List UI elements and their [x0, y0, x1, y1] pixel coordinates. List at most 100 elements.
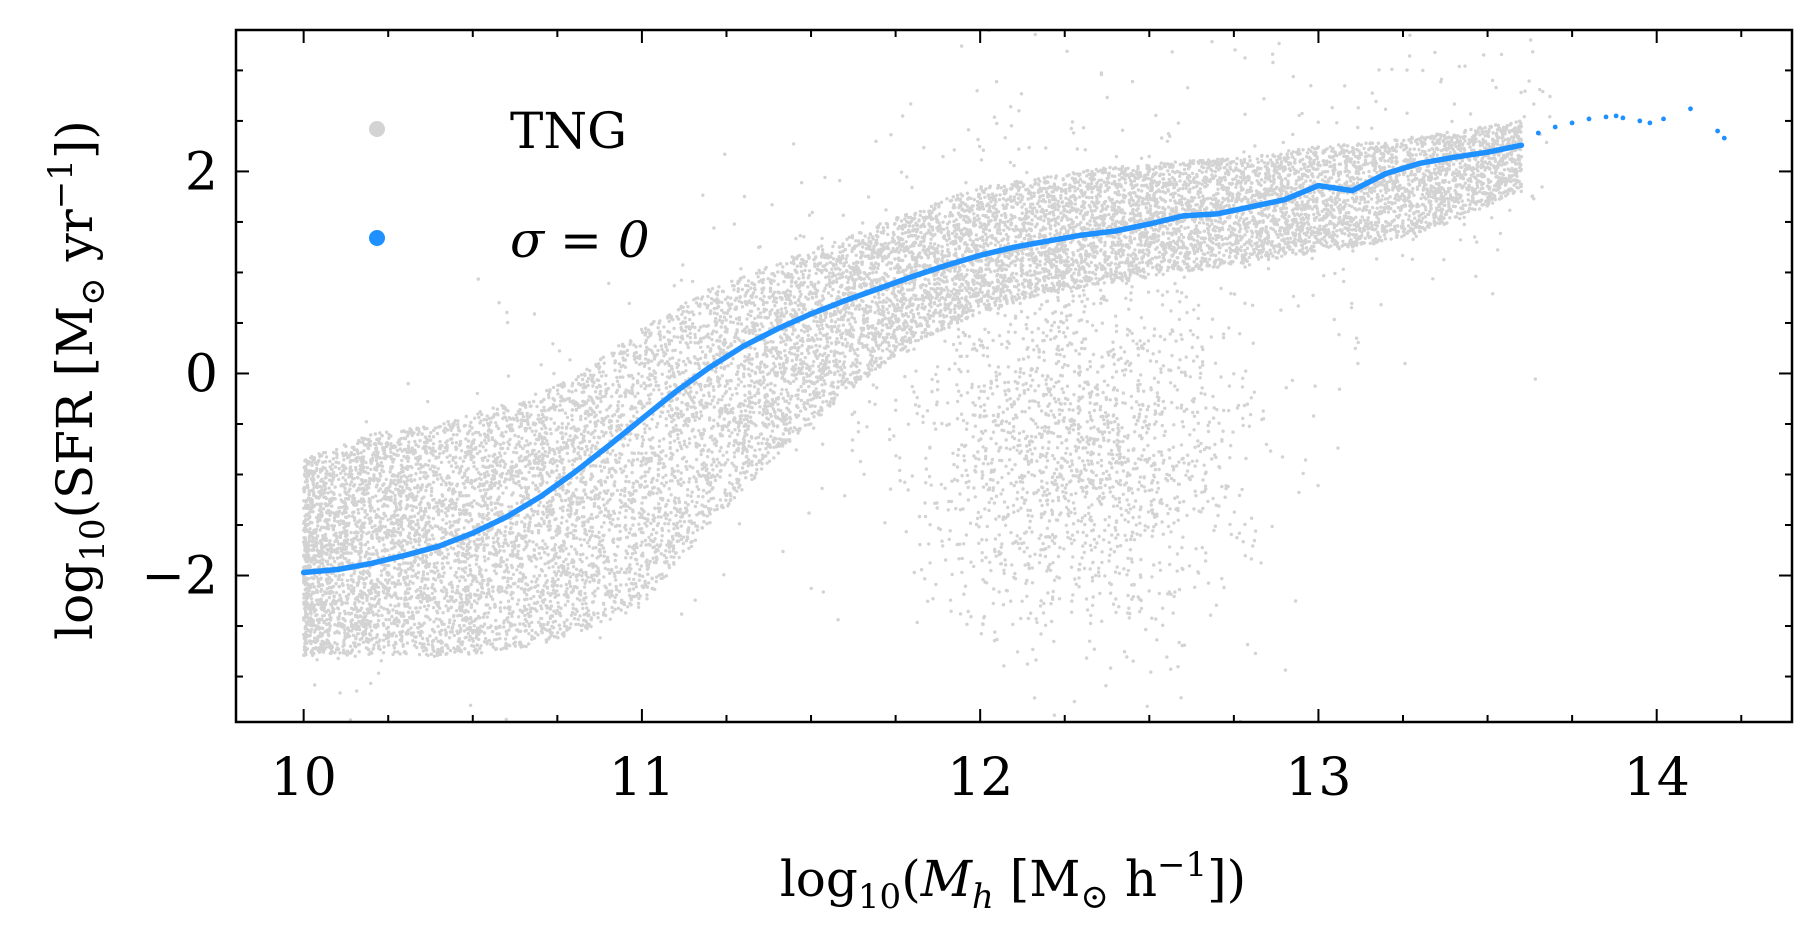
tng-point — [828, 336, 832, 340]
tng-point — [977, 311, 982, 315]
tng-point — [817, 327, 822, 332]
tng-point — [564, 582, 569, 587]
tng-point — [686, 503, 690, 507]
tng-point — [756, 441, 760, 446]
tng-point — [481, 423, 486, 427]
tng-point — [672, 561, 676, 565]
tng-point — [748, 309, 753, 313]
tng-point — [417, 539, 421, 544]
tng-point — [841, 323, 846, 327]
tng-point — [829, 294, 834, 298]
tng-point — [578, 537, 582, 541]
tng-point — [824, 275, 828, 280]
tng-point — [712, 418, 716, 422]
tng-point — [369, 509, 373, 513]
tng-point — [739, 471, 743, 475]
tng-point — [780, 387, 784, 392]
tng-point — [931, 228, 935, 232]
tng-point — [712, 395, 716, 399]
tng-point — [719, 325, 723, 329]
tng-point — [1288, 245, 1292, 249]
tng-point — [803, 355, 807, 360]
tng-point — [803, 268, 807, 273]
tng-point — [680, 334, 684, 338]
tng-point — [617, 344, 621, 348]
tng-point — [444, 521, 449, 526]
tng-point — [321, 460, 325, 464]
tng-point — [826, 256, 830, 260]
tng-point — [1519, 189, 1524, 194]
tng-point — [653, 344, 657, 348]
tng-point — [728, 320, 733, 324]
tng-point — [874, 356, 878, 361]
tng-point — [939, 200, 944, 204]
tng-point — [1056, 199, 1060, 204]
tng-point — [1427, 212, 1431, 217]
tng-point — [717, 461, 721, 465]
tng-point — [801, 275, 805, 280]
tng-point — [953, 310, 957, 315]
tng-point — [425, 572, 430, 576]
tng-point — [1352, 223, 1356, 227]
tng-point — [371, 545, 375, 550]
tng-point — [391, 490, 395, 495]
tng-point — [377, 539, 381, 543]
tng-point — [962, 218, 966, 222]
tng-point — [1501, 191, 1505, 195]
tng-point — [688, 317, 692, 322]
tng-point — [955, 193, 960, 198]
tng-point — [372, 643, 376, 647]
tng-point — [850, 277, 855, 281]
tng-point — [616, 403, 620, 408]
tng-point — [391, 474, 395, 478]
tng-point — [445, 428, 450, 432]
tng-point — [734, 317, 739, 321]
tng-point — [1407, 182, 1411, 186]
tng-point — [914, 294, 918, 298]
tng-point — [430, 486, 434, 490]
tng-point — [646, 512, 651, 516]
tng-point — [703, 443, 707, 448]
tng-point — [364, 576, 369, 580]
tng-point — [1291, 165, 1295, 169]
tng-point — [1477, 190, 1482, 194]
tng-point — [565, 451, 570, 456]
tng-point — [1354, 228, 1358, 233]
tng-point — [686, 488, 690, 492]
tng-point — [719, 365, 723, 370]
tng-point — [512, 450, 516, 454]
tng-point — [1332, 158, 1336, 162]
tng-point — [504, 486, 508, 490]
tng-point — [676, 469, 680, 473]
tng-point — [327, 486, 331, 490]
tng-point — [491, 597, 495, 601]
tng-point — [724, 318, 728, 322]
tng-point — [502, 541, 506, 545]
tng-point — [903, 254, 908, 258]
tng-point — [513, 474, 517, 478]
tng-point — [465, 602, 469, 607]
tng-point — [1408, 208, 1412, 213]
tng-point — [667, 363, 671, 368]
tng-point — [759, 322, 763, 326]
tng-point — [445, 561, 450, 565]
tng-point — [516, 434, 521, 439]
tng-point — [914, 321, 918, 325]
tng-point — [835, 337, 839, 341]
tng-point — [994, 193, 998, 197]
tng-point — [1143, 252, 1147, 256]
tng-point — [1019, 249, 1024, 253]
tng-point — [791, 429, 795, 434]
tng-point — [533, 433, 537, 437]
tng-point — [727, 403, 731, 407]
tng-point — [755, 467, 759, 472]
tng-point — [1375, 192, 1380, 197]
tng-point — [786, 394, 790, 398]
tng-point — [781, 432, 785, 436]
tng-point — [335, 535, 339, 539]
tng-point — [478, 581, 482, 586]
tng-point — [1012, 195, 1016, 199]
tng-point — [586, 398, 590, 402]
tng-point — [615, 379, 620, 383]
tng-point — [672, 527, 676, 531]
